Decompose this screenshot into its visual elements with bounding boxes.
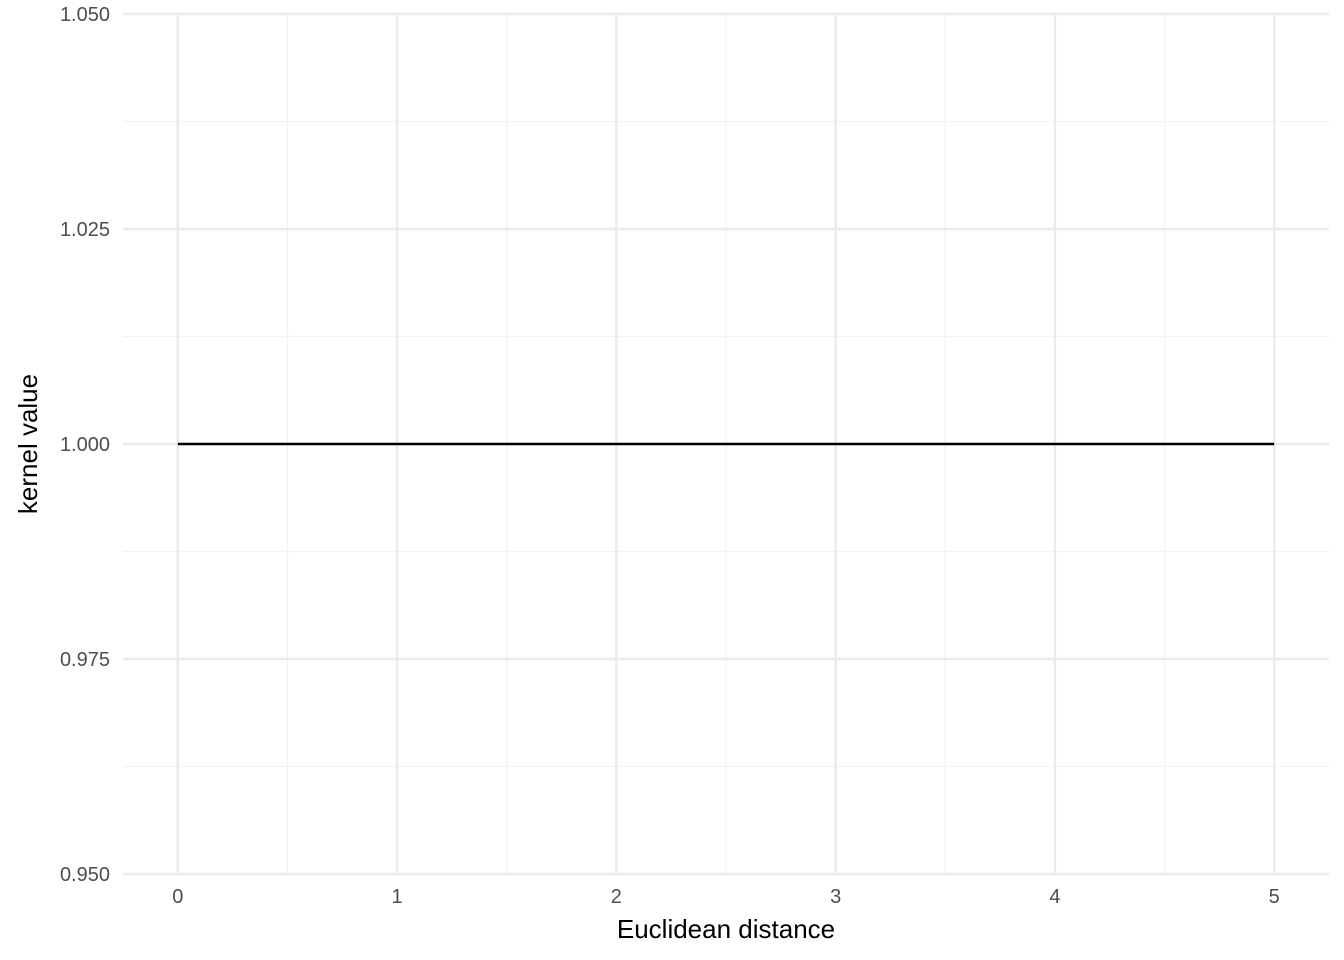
y-axis-title: kernel value (13, 374, 43, 514)
y-tick-label: 0.975 (60, 649, 110, 671)
y-tick-label: 0.950 (60, 864, 110, 886)
x-tick-label: 0 (172, 886, 183, 908)
x-tick-label: 5 (1269, 886, 1280, 908)
x-tick-label: 2 (611, 886, 622, 908)
y-tick-label: 1.025 (60, 219, 110, 241)
y-tick-label: 1.000 (60, 434, 110, 456)
x-tick-label: 3 (830, 886, 841, 908)
x-tick-label: 4 (1049, 886, 1060, 908)
x-axis-title: Euclidean distance (617, 914, 835, 944)
x-tick-label: 1 (392, 886, 403, 908)
y-tick-labels: 0.950 0.975 1.000 1.025 1.050 (60, 4, 110, 886)
y-tick-label: 1.050 (60, 4, 110, 26)
x-tick-labels: 0 1 2 3 4 5 (172, 886, 1279, 908)
